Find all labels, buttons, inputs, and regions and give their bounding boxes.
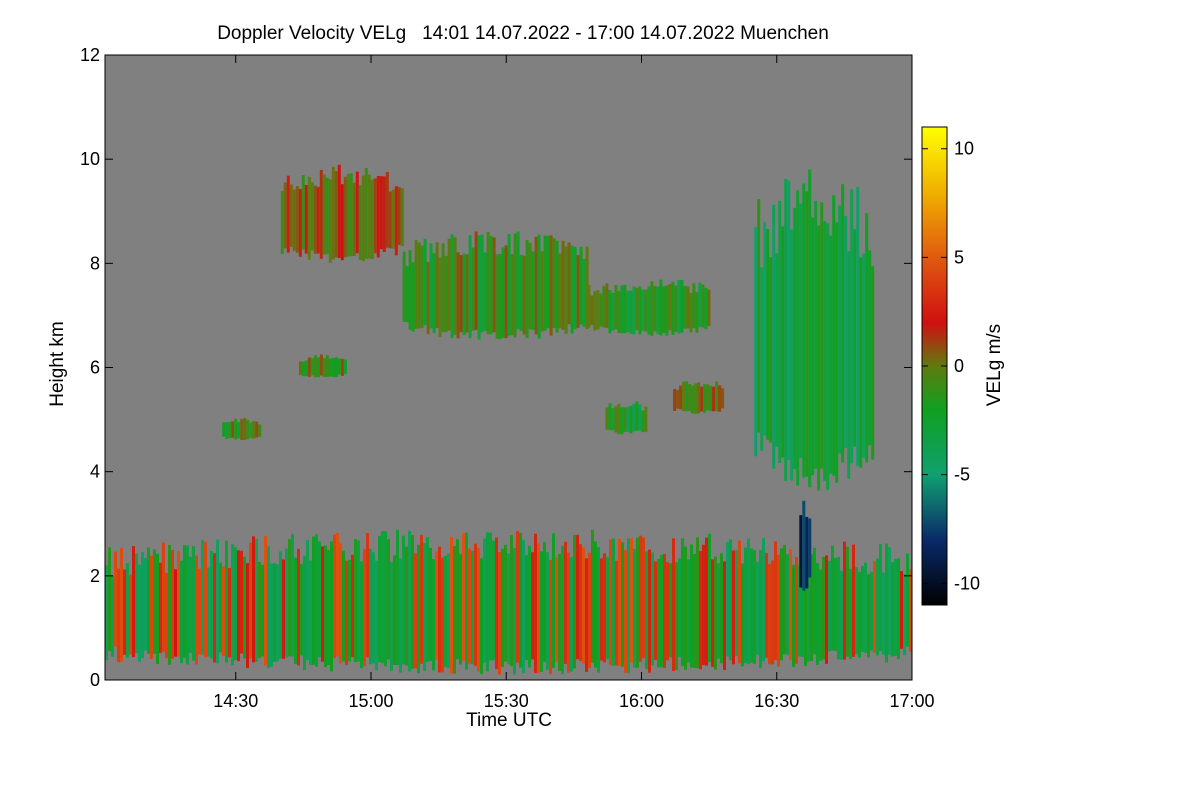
plot-area [105,55,912,680]
x-axis-label: Time UTC [466,710,552,731]
y-tick-label: 10 [80,149,100,169]
x-tick-label: 15:30 [484,691,529,711]
y-tick-label: 6 [90,358,100,378]
y-axis-label: Height km [47,321,68,407]
y-tick-label: 12 [80,45,100,65]
echo-regions [105,164,912,675]
colorbar-ticks: 10 5 0 -5 -10 [922,139,980,593]
colorbar-tick-label: 0 [954,356,964,376]
y-tick-label: 0 [90,670,100,690]
colorbar-tick-label: 5 [954,247,964,267]
echo-region-boundary-layer [105,529,912,675]
x-tick-label: 17:00 [889,691,934,711]
echo-region-small-echo-14h30 [222,418,262,440]
y-tick-label: 2 [90,566,100,586]
y-tick-label: 8 [90,253,100,273]
colorbar-label: VELg m/s [984,324,1005,406]
echo-region-small-echo-16h10 [673,381,725,414]
chart-title: Doppler Velocity VELg 14:01 14.07.2022 -… [217,23,829,44]
echo-region-upper-cloud-14h45 [280,164,404,263]
x-tick-label: 16:00 [619,691,664,711]
colorbar-tick-label: -5 [954,465,970,485]
x-axis-ticks: 14:30 15:00 15:30 16:00 16:30 17:00 [213,55,935,711]
echo-region-cloud-band-16h [587,279,711,336]
y-tick-label: 4 [90,462,100,482]
x-tick-label: 16:30 [754,691,799,711]
echo-region-fall-streak-16h39 [799,500,812,591]
y-axis-ticks: 0 2 4 6 8 10 12 [80,45,912,690]
echo-region-convective-cell-16h40 [754,169,875,491]
x-tick-label: 15:00 [348,691,393,711]
echo-region-small-echo-15h55 [605,401,648,435]
echo-region-small-echo-14h50 [298,354,347,378]
colorbar-tick-label: 10 [954,139,974,159]
x-tick-label: 14:30 [213,691,258,711]
echo-region-cloud-band-15h [402,231,589,340]
colorbar-tick-label: -10 [954,573,980,593]
